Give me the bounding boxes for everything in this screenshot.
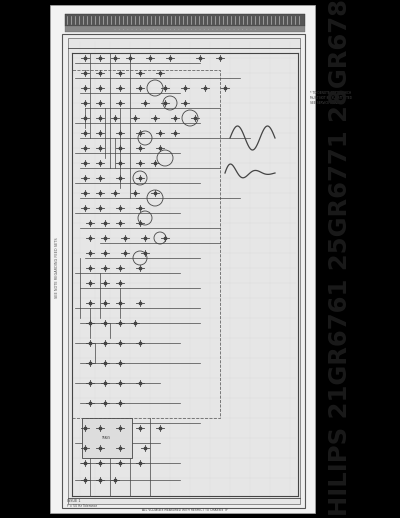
Text: TRANS: TRANS [102, 436, 112, 440]
Text: SEE NOTE REGARDING FEED SETS: SEE NOTE REGARDING FEED SETS [55, 238, 59, 298]
Bar [62, 34, 305, 508]
Text: ALL VOLTAGES MEASURED WITH RESPECT TO CHASSIS TP: ALL VOLTAGES MEASURED WITH RESPECT TO CH… [142, 508, 228, 512]
Bar [72, 70, 220, 418]
Text: PHILIPS 21GR6761 25GR6771 28GR6781: PHILIPS 21GR6761 25GR6771 28GR6781 [328, 0, 352, 518]
Text: * TO DENOTE PARTS WHICH
MUST NOT BE SUBSTITUTED
SEE SERVICE MANUAL: * TO DENOTE PARTS WHICH MUST NOT BE SUBS… [310, 91, 352, 105]
Text: - - - - - - - - - - - - - - - - - - - - - - - - - - - - - - - - - -: - - - - - - - - - - - - - - - - - - - - … [114, 27, 256, 31]
Bar [68, 38, 300, 504]
Bar [65, 14, 305, 26]
Bar [65, 26, 305, 32]
Bar [50, 5, 315, 513]
Text: ISSUE 1: ISSUE 1 [67, 499, 81, 503]
Bar [82, 418, 132, 458]
Text: F = 50 Hz Tolerance: F = 50 Hz Tolerance [67, 504, 97, 508]
